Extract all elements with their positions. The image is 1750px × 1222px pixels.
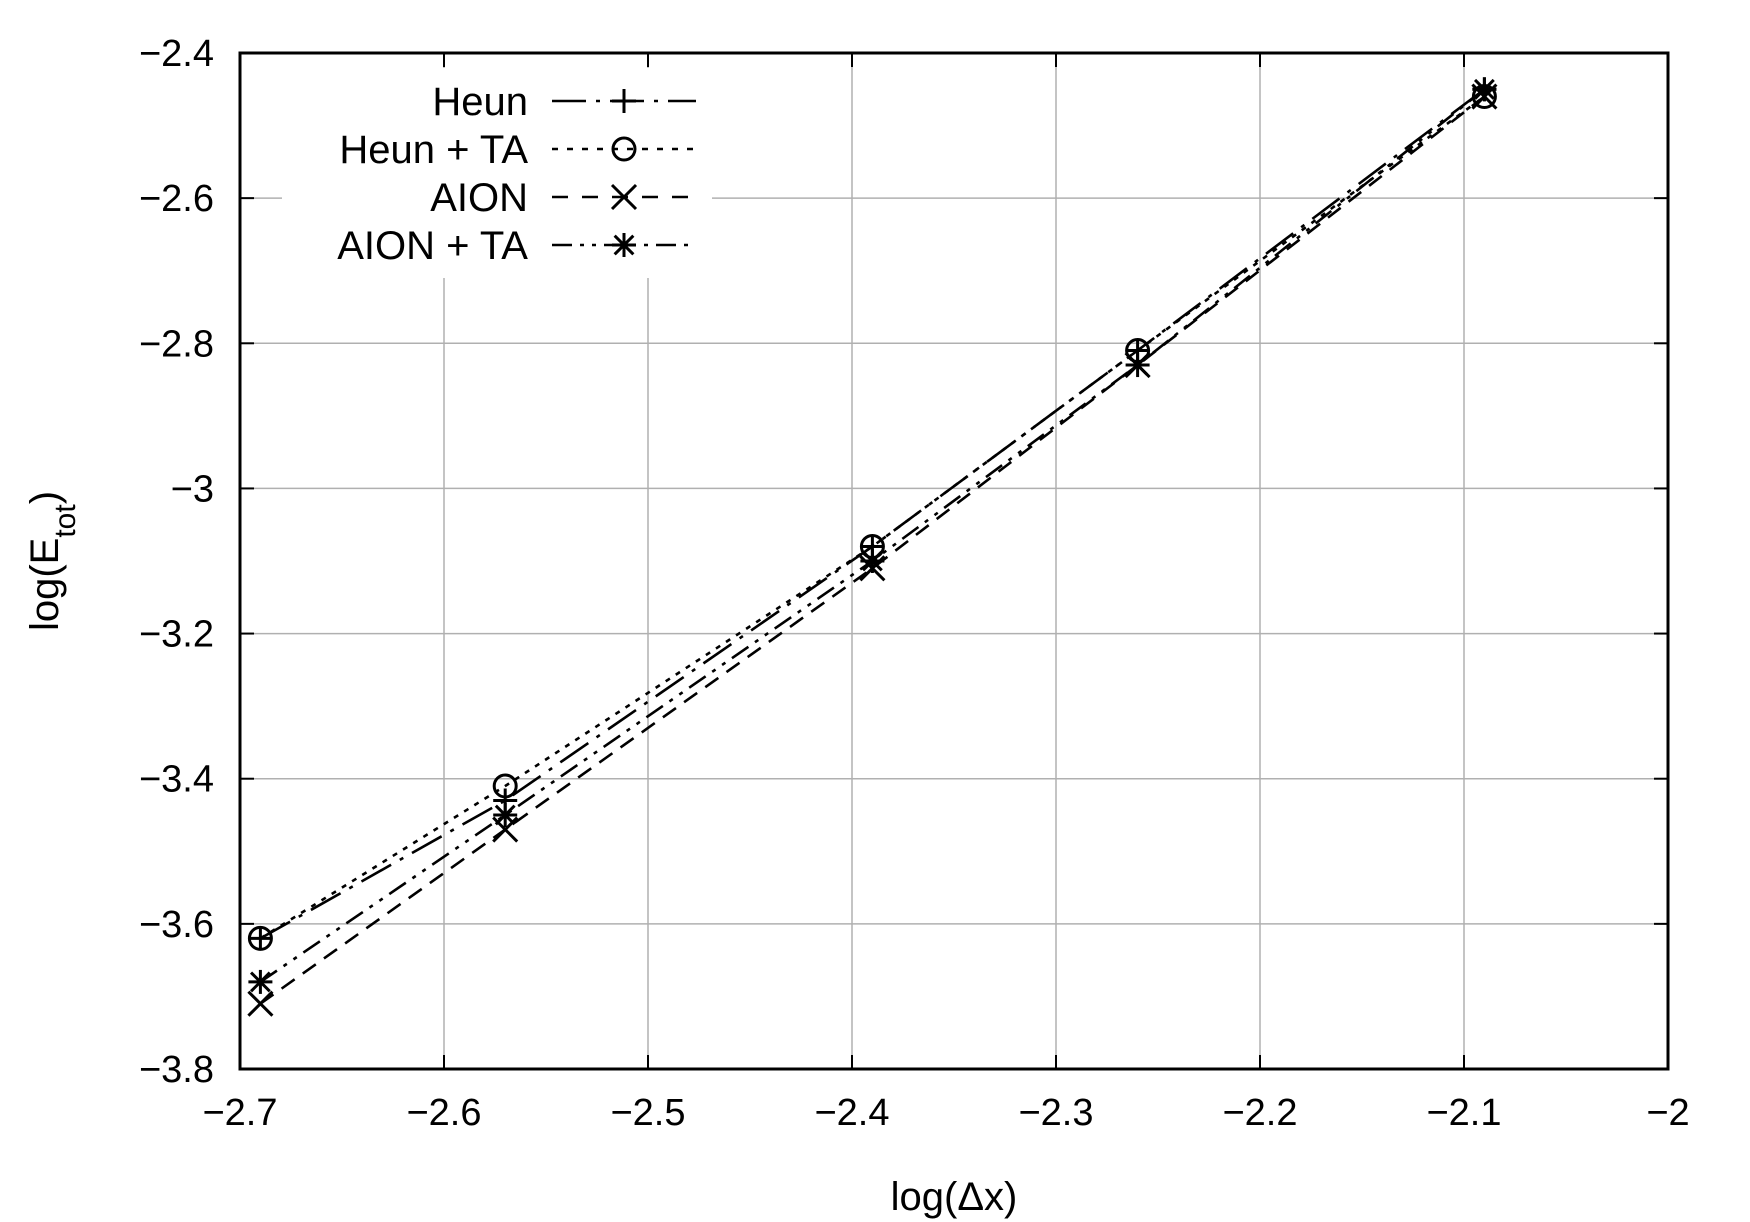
y-tick-label: −2.8 — [139, 323, 214, 365]
legend-marker — [612, 233, 636, 257]
series-3 — [248, 77, 1497, 994]
data-point — [247, 925, 273, 951]
data-point — [247, 990, 274, 1017]
series-line — [259, 95, 1486, 1005]
circle-marker — [611, 136, 637, 162]
x-tick-label: −2 — [1646, 1092, 1689, 1134]
star-marker-b — [249, 971, 271, 993]
legend-marker — [612, 89, 636, 113]
series-1 — [247, 84, 1497, 951]
data-point — [1472, 77, 1497, 102]
legend-label: AION + TA — [337, 224, 528, 268]
x-tick-label: −2.4 — [814, 1092, 889, 1134]
y-tick-label: −2.6 — [139, 178, 214, 220]
star-marker-b — [613, 234, 635, 256]
y-axis-title-sub: tot — [49, 504, 82, 538]
cross-marker-b — [247, 990, 274, 1017]
legend-label: AION — [430, 176, 528, 220]
x-tick-label: −2.7 — [202, 1092, 277, 1134]
legend-marker — [610, 183, 638, 211]
x-tick-label: −2.5 — [610, 1092, 685, 1134]
ticks — [239, 52, 1669, 1070]
series-line — [259, 95, 1486, 940]
cross-marker-b — [610, 183, 638, 211]
tick-labels: −2.7 −2.6 −2.5 −2.4 −2.3 −2.2 −2.1 −2 −3.8 −3.6 −3… — [139, 33, 1690, 1134]
y-tick-label: −2.4 — [139, 33, 214, 75]
star-marker-b — [494, 804, 516, 826]
y-axis-title-close: ) — [23, 491, 67, 504]
legend-label: Heun + TA — [339, 128, 528, 172]
y-axis-title: log(Etot) — [23, 491, 82, 631]
x-tick-label: −2.2 — [1222, 1092, 1297, 1134]
plot-frame — [238, 51, 1670, 1071]
x-tick-label: −2.3 — [1018, 1092, 1093, 1134]
x-tick-label: −2.6 — [406, 1092, 481, 1134]
legend-marker — [611, 136, 637, 162]
star-marker-b — [861, 550, 883, 572]
y-axis-title-main: log(E — [23, 538, 67, 631]
star-marker-b — [1127, 354, 1149, 376]
series-layer — [247, 77, 1498, 1017]
y-tick-label: −3.4 — [139, 759, 214, 801]
y-tick-label: −3 — [171, 468, 214, 510]
legend-label: Heun — [432, 80, 528, 124]
data-point — [860, 549, 885, 573]
circle-marker — [492, 773, 518, 799]
data-point — [493, 803, 518, 827]
x-tick-label: −2.1 — [1426, 1092, 1501, 1134]
star-marker-b — [1473, 78, 1495, 100]
data-point — [492, 773, 518, 799]
x-axis-title: log(Δx) — [891, 1175, 1018, 1219]
y-tick-label: −3.6 — [139, 904, 214, 946]
y-tick-label: −3.2 — [139, 614, 214, 656]
y-tick-label: −3.8 — [139, 1049, 214, 1091]
legend-background — [282, 68, 712, 278]
data-point — [1125, 353, 1150, 378]
data-point — [248, 969, 273, 994]
circle-marker — [247, 925, 273, 951]
